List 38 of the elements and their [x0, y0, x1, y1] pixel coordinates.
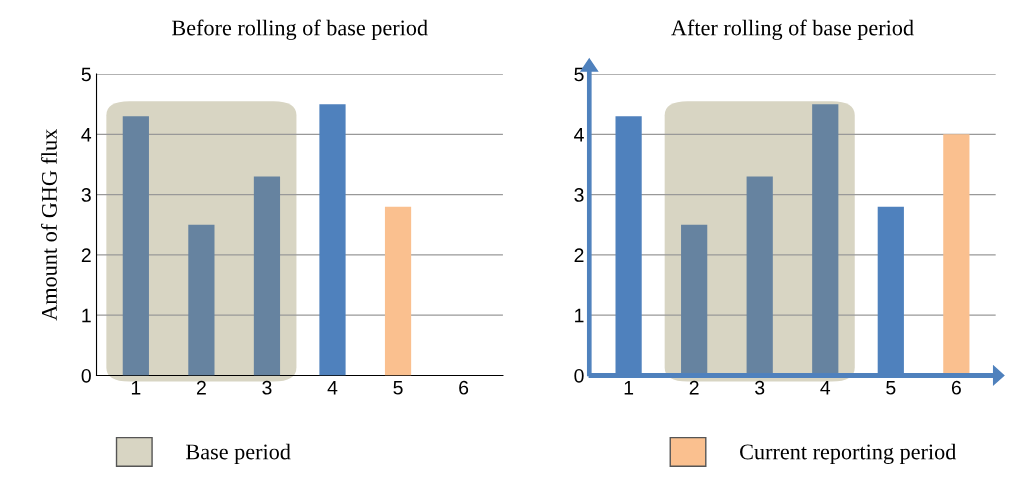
x-tick-label: 3 — [262, 380, 272, 395]
y-tick-label: 5 — [81, 67, 91, 82]
y-tick-label: 3 — [81, 188, 91, 202]
x-tick-label: 2 — [689, 380, 699, 395]
x-tick-label: 5 — [886, 381, 896, 395]
chart-title: Before rolling of base period — [172, 19, 428, 41]
y-tick-label: 4 — [574, 128, 584, 142]
bar — [812, 104, 839, 376]
y-tick-label: 0 — [574, 368, 584, 383]
y-tick-label: 4 — [81, 128, 92, 142]
x-tick-label: 6 — [951, 380, 961, 395]
x-tick-label: 5 — [393, 381, 403, 395]
bar — [188, 224, 215, 376]
y-tick-label: 3 — [574, 188, 584, 202]
y-tick-label: 2 — [81, 248, 91, 262]
y-tick-label: 1 — [82, 308, 91, 323]
y-axis-title: Amount of GHG flux — [41, 129, 57, 321]
y-tick-label: 0 — [81, 368, 91, 383]
bar — [746, 176, 773, 376]
legend-label: Base period — [186, 443, 291, 464]
x-tick-label: 6 — [459, 380, 469, 395]
x-tick-label: 4 — [327, 381, 338, 395]
chart-title: After rolling of base period — [671, 19, 914, 41]
x-tick-label: 3 — [755, 380, 765, 395]
legend-label: Current reporting period — [740, 443, 957, 464]
x-tick-label: 1 — [624, 381, 634, 395]
bar — [943, 134, 970, 376]
x-tick-label: 1 — [131, 381, 141, 395]
y-tick-label: 2 — [574, 248, 584, 262]
bar — [122, 116, 149, 376]
bar — [253, 176, 281, 376]
y-tick-label: 5 — [574, 67, 584, 82]
y-tick-label: 1 — [575, 308, 584, 323]
bar — [384, 206, 412, 376]
x-tick-label: 4 — [820, 381, 831, 395]
bar — [319, 104, 346, 376]
bar — [681, 224, 708, 376]
x-tick-label: 2 — [196, 380, 206, 395]
